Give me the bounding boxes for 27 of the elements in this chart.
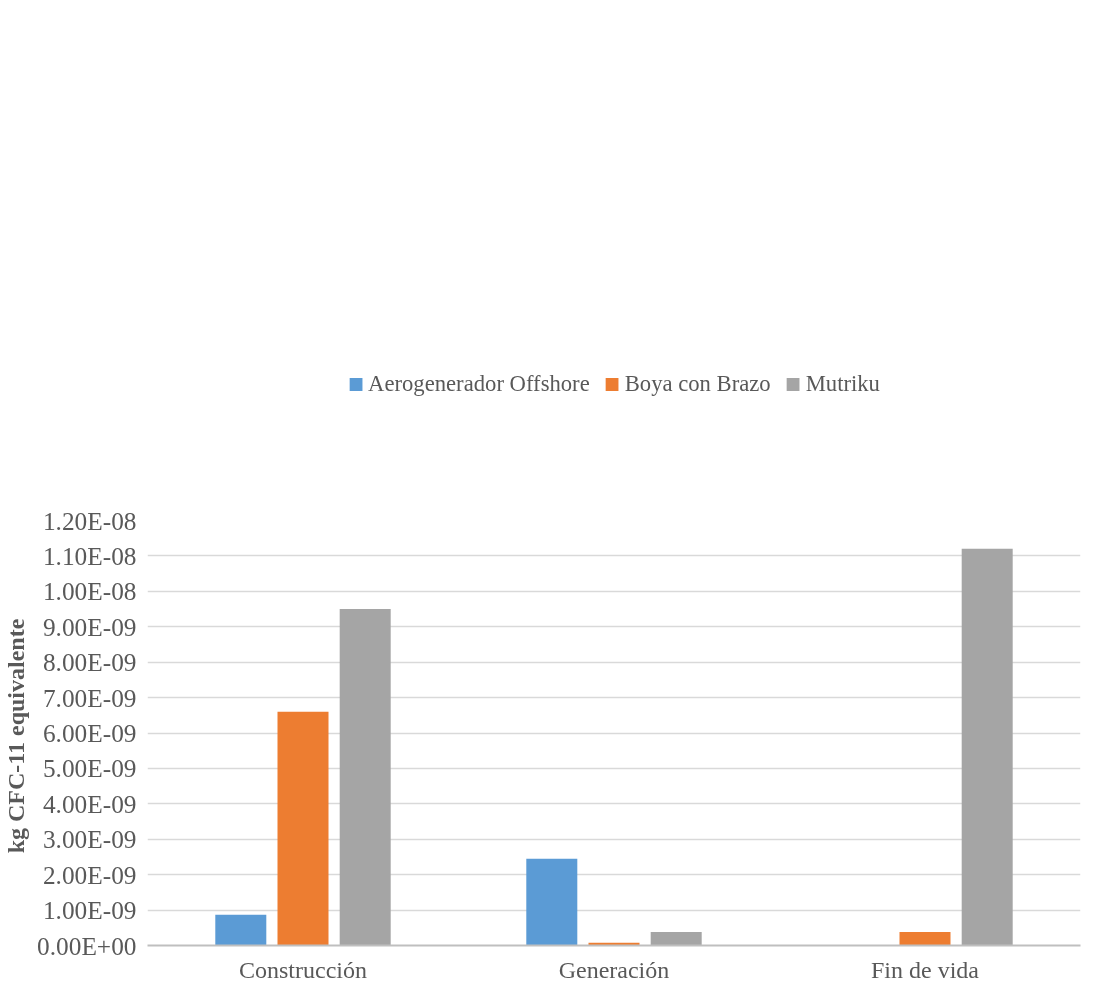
y-tick-label: 0.00E+00: [37, 931, 137, 960]
y-tick-label: 4.00E-09: [42, 789, 137, 818]
y-tick-label: 9.00E-09: [42, 612, 137, 641]
bar: [215, 914, 267, 946]
y-tick-label: 6.00E-09: [42, 719, 137, 747]
x-tick-label: Construcción: [239, 956, 367, 983]
y-tick-label: 5.00E-09: [42, 754, 137, 783]
y-tick-label: 7.00E-09: [42, 683, 137, 712]
bar: [277, 711, 329, 946]
y-tick-label: 1.10E-08: [42, 541, 137, 570]
legend-label: Aerogenerador Offshore: [368, 370, 590, 397]
x-tick-label: Fin de vida: [871, 956, 980, 983]
y-tick-label: 8.00E-09: [42, 648, 137, 677]
bar: [961, 548, 1013, 946]
y-axis-title: kg CFC-11 equivalente: [3, 618, 30, 854]
y-tick-label: 3.00E-09: [42, 825, 137, 854]
y-tick-label: 1.20E-08: [42, 506, 137, 535]
bar: [339, 609, 391, 946]
legend-label: Boya con Brazo: [624, 370, 771, 397]
bar: [650, 932, 702, 946]
y-tick-label: 1.00E-08: [42, 577, 137, 606]
x-tick-label: Generación: [558, 956, 670, 983]
bar: [526, 858, 578, 946]
y-tick-label: 2.00E-09: [42, 860, 137, 889]
bar: [899, 932, 951, 946]
y-tick-label: 1.00E-09: [42, 896, 137, 925]
legend-label: Mutriku: [805, 370, 880, 397]
